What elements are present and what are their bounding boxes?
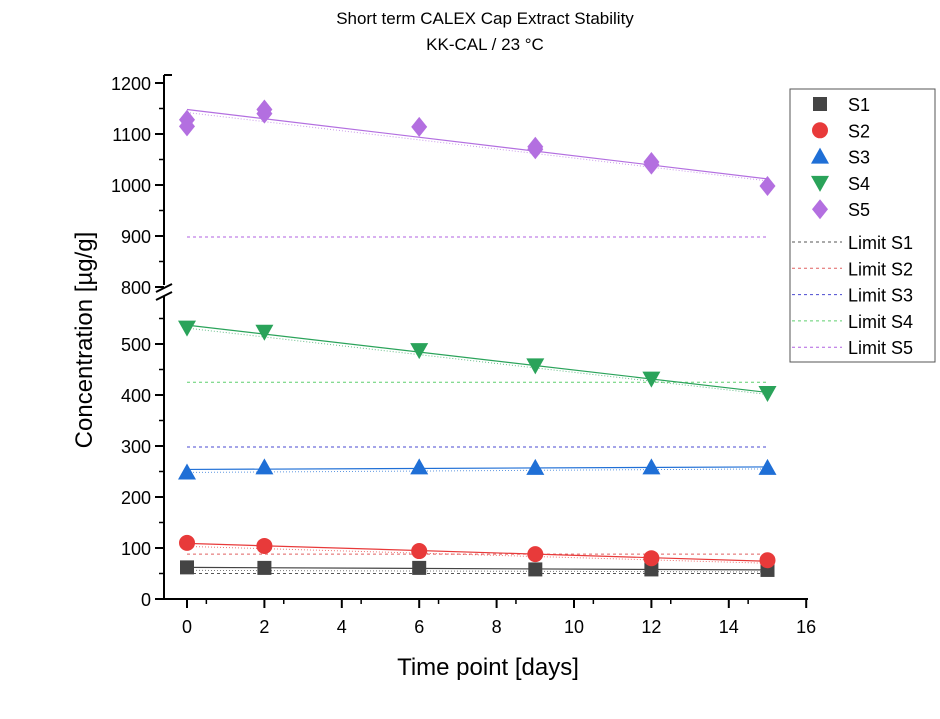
legend-marker — [811, 175, 829, 192]
y-tick-label: 1100 — [112, 125, 151, 145]
data-point — [528, 562, 543, 577]
data-point — [411, 116, 428, 137]
x-tick-label: 6 — [414, 617, 424, 637]
data-point — [526, 358, 545, 375]
fit-line — [186, 566, 768, 571]
data-point — [644, 562, 659, 577]
fit-line-secondary — [186, 468, 768, 473]
data-point — [412, 560, 427, 575]
fit-line-secondary — [186, 112, 768, 182]
x-tick-label: 8 — [492, 617, 502, 637]
y-axis-label: Concentration [µg/g] — [71, 232, 98, 449]
data-point — [179, 534, 195, 551]
data-point — [527, 139, 544, 160]
data-point — [758, 385, 777, 402]
y-tick-label: 900 — [121, 227, 151, 247]
fit-line — [186, 542, 768, 562]
chart-subtitle: KK-CAL / 23 °C — [426, 35, 544, 54]
fit-line — [186, 466, 768, 471]
data-point — [180, 560, 194, 575]
data-point — [411, 543, 428, 560]
data-point — [257, 560, 272, 575]
legend-label: S4 — [848, 174, 870, 194]
x-tick-label: 12 — [641, 617, 661, 637]
x-tick-label: 16 — [796, 617, 816, 637]
fit-line-secondary — [186, 545, 768, 564]
fit-line — [186, 324, 768, 394]
data-point — [256, 103, 273, 124]
legend-marker — [812, 199, 828, 220]
legend-marker — [812, 122, 828, 139]
y-tick-label: 100 — [121, 539, 151, 559]
fit-line-secondary — [186, 327, 768, 395]
data-point — [410, 343, 429, 360]
legend-label: S2 — [848, 121, 870, 141]
legend-label: S5 — [848, 200, 870, 220]
y-tick-label: 1200 — [111, 74, 151, 94]
y-tick-label: 1000 — [111, 176, 151, 196]
data-point — [255, 324, 274, 341]
y-tick-label: 0 — [141, 590, 151, 610]
data-point — [643, 154, 660, 175]
x-axis-label: Time point [days] — [397, 654, 579, 681]
legend-label: Limit S4 — [848, 312, 913, 332]
legend-label: Limit S1 — [848, 233, 913, 253]
x-tick-label: 0 — [182, 617, 192, 637]
x-tick-label: 2 — [259, 617, 269, 637]
data-point — [255, 458, 274, 475]
data-point — [527, 546, 544, 563]
data-point — [642, 371, 661, 388]
data-point — [410, 458, 429, 475]
data-point — [179, 116, 195, 137]
data-point — [178, 463, 196, 480]
legend-label: Limit S5 — [848, 338, 913, 358]
data-point — [256, 537, 273, 554]
x-tick-label: 10 — [564, 617, 584, 637]
data-point — [758, 458, 777, 475]
legend-marker — [811, 147, 829, 164]
y-tick-label: 300 — [121, 437, 151, 457]
y-tick-label: 800 — [121, 278, 151, 298]
data-point — [178, 320, 196, 337]
y-tick-label: 400 — [121, 386, 151, 406]
data-point — [642, 458, 661, 475]
legend-label: S3 — [848, 148, 870, 168]
data-point — [759, 552, 776, 569]
data-point — [643, 550, 660, 567]
data-point — [759, 176, 776, 197]
fit-line — [186, 108, 768, 180]
legend-label: Limit S2 — [848, 259, 913, 279]
legend-label: Limit S3 — [848, 286, 913, 306]
data-point — [526, 458, 545, 475]
x-tick-label: 4 — [337, 617, 347, 637]
legend-label: S1 — [848, 95, 870, 115]
x-tick-label: 14 — [719, 617, 739, 637]
fit-line-secondary — [186, 569, 768, 573]
y-tick-label: 500 — [121, 335, 151, 355]
legend: S1 S2 S3 S4 S5 Limit S1 Limit S2 Limit S3 Limit … — [789, 88, 936, 363]
chart-title: Short term CALEX Cap Extract Stability — [336, 9, 634, 28]
y-tick-label: 200 — [121, 488, 151, 508]
legend-marker — [813, 97, 827, 111]
